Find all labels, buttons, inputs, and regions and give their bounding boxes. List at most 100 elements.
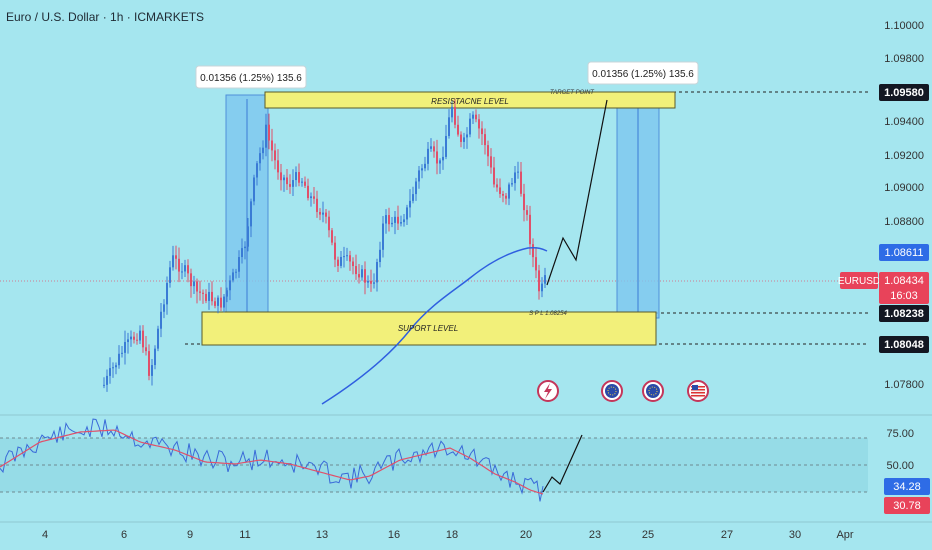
- candle: [367, 280, 369, 283]
- chart-title: Euro / U.S. Dollar · 1h · ICMARKETS: [6, 10, 205, 24]
- candle: [181, 271, 183, 273]
- svg-text:1.08048: 1.08048: [884, 339, 924, 351]
- candle: [313, 196, 315, 199]
- us-flag-icon[interactable]: [687, 380, 709, 402]
- candle: [439, 160, 441, 164]
- candle: [166, 282, 168, 305]
- candle: [202, 292, 204, 294]
- candle: [325, 212, 327, 217]
- svg-text:1.08238: 1.08238: [884, 308, 924, 320]
- candle: [412, 194, 414, 201]
- svg-text:30.78: 30.78: [893, 500, 921, 512]
- rsi-tick-label: 50.00: [886, 460, 914, 472]
- resistance-zone[interactable]: [264, 91, 676, 109]
- candle: [466, 134, 468, 138]
- candle: [406, 207, 408, 220]
- candle: [322, 212, 324, 215]
- support-label: SUPORT LEVEL: [398, 324, 458, 333]
- price-tag-target: 1.09580: [879, 84, 929, 101]
- candle: [274, 150, 276, 161]
- candle: [382, 223, 384, 250]
- eu-flag-icon[interactable]: [601, 380, 623, 402]
- projection-path: [546, 99, 608, 286]
- x-axis: 4 6 9 11 13 16 18 20 23 25 27 30 Apr: [42, 529, 854, 541]
- x-tick-label: 30: [789, 529, 801, 541]
- candle: [262, 147, 264, 154]
- candle: [451, 106, 453, 118]
- candle: [361, 269, 363, 278]
- candle: [538, 270, 540, 292]
- candle: [340, 256, 342, 266]
- rsi-line: [0, 418, 544, 502]
- candle: [133, 336, 135, 340]
- candle: [373, 282, 375, 284]
- candle: [388, 215, 390, 225]
- event-icons[interactable]: [537, 380, 709, 402]
- candle: [106, 375, 108, 385]
- candle: [163, 304, 165, 312]
- candle: [481, 128, 483, 135]
- candle: [283, 177, 285, 181]
- candle: [448, 117, 450, 136]
- x-tick-label: 23: [589, 529, 601, 541]
- candle: [298, 172, 300, 183]
- candle: [265, 124, 267, 148]
- candle: [433, 146, 435, 152]
- target-label: TARGET POINT: [550, 90, 595, 96]
- candle: [190, 273, 192, 287]
- candle: [484, 134, 486, 146]
- candle: [235, 271, 237, 273]
- candle: [511, 183, 513, 185]
- candle: [277, 160, 279, 173]
- rsi-projection: [542, 434, 583, 493]
- candle: [487, 145, 489, 157]
- x-tick-label: 18: [446, 529, 458, 541]
- candle: [358, 274, 360, 278]
- candle: [346, 255, 348, 257]
- candle: [403, 219, 405, 223]
- candle: [490, 156, 492, 168]
- candle: [397, 216, 399, 224]
- y-tick-label: 1.10000: [884, 20, 924, 32]
- candle: [475, 114, 477, 120]
- candle: [352, 261, 354, 267]
- y-tick-label: 1.09800: [884, 53, 924, 65]
- eu-flag-icon[interactable]: [642, 380, 664, 402]
- resistance-label: RESISTACNE LEVEL: [431, 97, 509, 106]
- candle: [187, 265, 189, 274]
- measure-label-left: 0.01356 (1.25%) 135.6: [200, 73, 302, 84]
- candle: [508, 184, 510, 199]
- svg-text:34.28: 34.28: [893, 481, 921, 493]
- candle: [286, 177, 288, 185]
- y-tick-label: 1.09200: [884, 150, 924, 162]
- lightning-icon[interactable]: [537, 380, 559, 402]
- candle: [196, 281, 198, 292]
- candle: [343, 256, 345, 258]
- candle: [301, 181, 303, 183]
- x-tick-label: 9: [187, 529, 193, 541]
- candle: [457, 124, 459, 135]
- candle: [295, 172, 297, 181]
- x-tick-label: 16: [388, 529, 400, 541]
- candle: [460, 134, 462, 142]
- price-tag-current: EURUSD 1.08434 16:03: [838, 272, 929, 304]
- candle: [445, 135, 447, 157]
- candle: [232, 272, 234, 281]
- candle: [409, 200, 411, 208]
- candle: [319, 211, 321, 215]
- measure-label-left-box: [195, 65, 307, 89]
- candle: [379, 249, 381, 263]
- candle: [271, 140, 273, 151]
- support-zone[interactable]: [201, 311, 657, 346]
- candle: [103, 384, 105, 386]
- candle: [178, 258, 180, 272]
- candle: [328, 216, 330, 231]
- candle: [121, 352, 123, 354]
- candle: [115, 365, 117, 368]
- candle: [172, 255, 174, 268]
- rsi-signal-tag: [884, 497, 930, 514]
- candle: [472, 114, 474, 119]
- x-tick-label: 6: [121, 529, 127, 541]
- candle: [517, 171, 519, 173]
